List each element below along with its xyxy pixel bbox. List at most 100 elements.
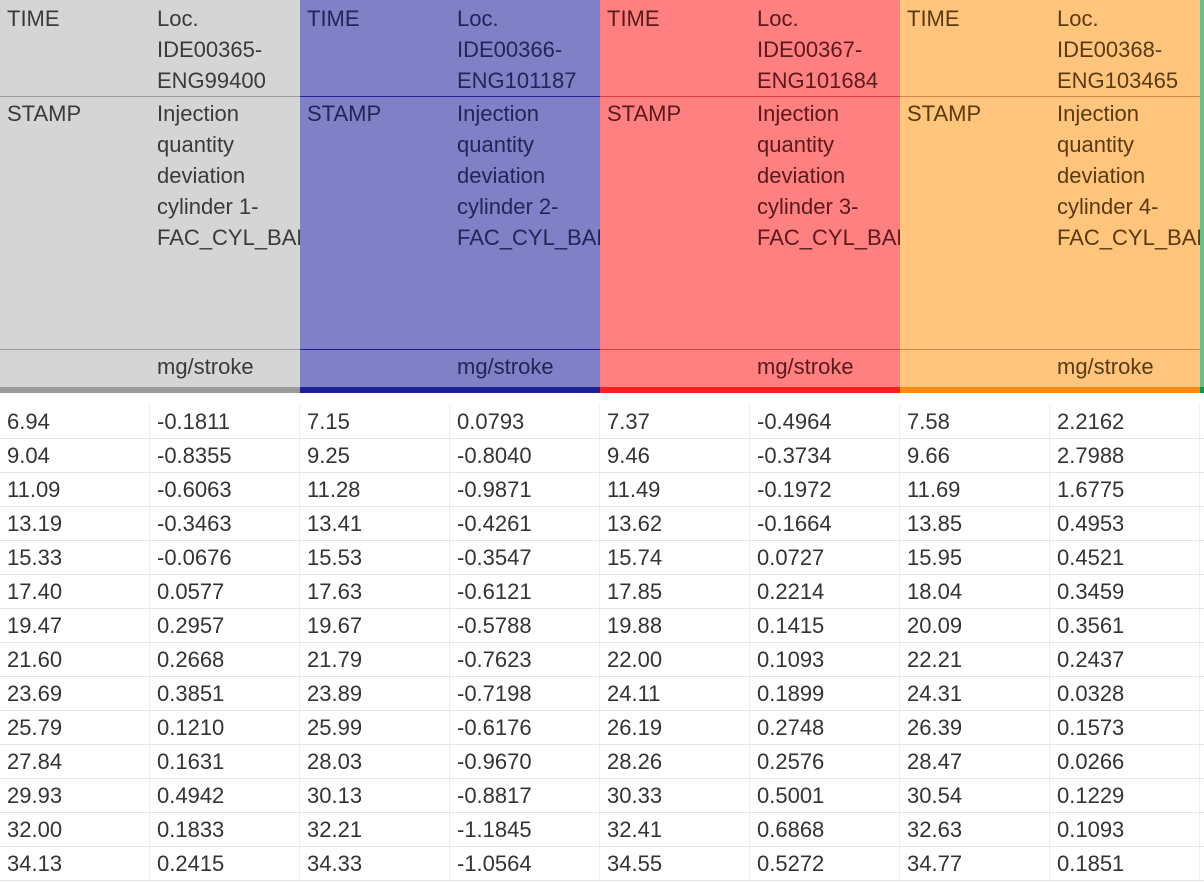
time-stamp-cell[interactable]: 20.09 xyxy=(900,609,1050,642)
time-stamp-cell[interactable]: 21.79 xyxy=(300,643,450,676)
deviation-value-cell[interactable]: -0.8040 xyxy=(450,439,600,472)
time-stamp-cell[interactable]: 19.67 xyxy=(300,609,450,642)
deviation-value-cell[interactable]: -1.0564 xyxy=(450,847,600,880)
time-stamp-cell[interactable]: 15.74 xyxy=(600,541,750,574)
header-value-column[interactable]: Loc. IDE00368- ENG103465 Injection quant… xyxy=(1050,0,1200,393)
deviation-value-cell[interactable]: 0.1899 xyxy=(750,677,900,710)
time-stamp-cell[interactable]: 9.46 xyxy=(600,439,750,472)
time-stamp-cell[interactable]: 9.25 xyxy=(300,439,450,472)
time-stamp-cell[interactable]: 26.39 xyxy=(900,711,1050,744)
deviation-value-cell[interactable]: 0.2576 xyxy=(750,745,900,778)
deviation-value-cell[interactable]: -0.7623 xyxy=(450,643,600,676)
time-stamp-cell[interactable]: 13.62 xyxy=(600,507,750,540)
time-stamp-cell[interactable]: 19.47 xyxy=(0,609,150,642)
deviation-value-cell[interactable]: -0.6121 xyxy=(450,575,600,608)
time-stamp-cell[interactable]: 22.21 xyxy=(900,643,1050,676)
time-stamp-cell[interactable]: 7.58 xyxy=(900,405,1050,438)
header-time-column[interactable]: TIME STAMP xyxy=(600,0,750,393)
time-stamp-cell[interactable]: 32.21 xyxy=(300,813,450,846)
deviation-value-cell[interactable]: 0.1415 xyxy=(750,609,900,642)
deviation-value-cell[interactable]: 0.1631 xyxy=(150,745,300,778)
header-time-column[interactable]: TIME STAMP xyxy=(300,0,450,393)
deviation-value-cell[interactable]: 0.0577 xyxy=(150,575,300,608)
time-stamp-cell[interactable]: 32.41 xyxy=(600,813,750,846)
header-time-column[interactable]: TIME STAMP xyxy=(0,0,150,393)
time-stamp-cell[interactable]: 13.41 xyxy=(300,507,450,540)
time-stamp-cell[interactable]: 18.04 xyxy=(900,575,1050,608)
deviation-value-cell[interactable]: 0.3459 xyxy=(1050,575,1200,608)
deviation-value-cell[interactable]: 0.1210 xyxy=(150,711,300,744)
time-stamp-cell[interactable]: 28.47 xyxy=(900,745,1050,778)
time-stamp-cell[interactable]: 34.33 xyxy=(300,847,450,880)
time-stamp-cell[interactable]: 11.49 xyxy=(600,473,750,506)
header-value-column[interactable]: Loc. IDE00365- ENG99400 Injection quanti… xyxy=(150,0,300,393)
deviation-value-cell[interactable]: -0.4964 xyxy=(750,405,900,438)
deviation-value-cell[interactable]: -0.8355 xyxy=(150,439,300,472)
time-stamp-cell[interactable]: 34.13 xyxy=(0,847,150,880)
deviation-value-cell[interactable]: -0.1972 xyxy=(750,473,900,506)
time-stamp-cell[interactable]: 23.69 xyxy=(0,677,150,710)
deviation-value-cell[interactable]: 2.7988 xyxy=(1050,439,1200,472)
time-stamp-cell[interactable]: 7.37 xyxy=(600,405,750,438)
time-stamp-cell[interactable]: 19.88 xyxy=(600,609,750,642)
deviation-value-cell[interactable]: 0.1851 xyxy=(1050,847,1200,880)
time-stamp-cell[interactable]: 29.93 xyxy=(0,779,150,812)
time-stamp-cell[interactable]: 26.19 xyxy=(600,711,750,744)
time-stamp-cell[interactable]: 21.60 xyxy=(0,643,150,676)
deviation-value-cell[interactable]: -0.0676 xyxy=(150,541,300,574)
time-stamp-cell[interactable]: 32.63 xyxy=(900,813,1050,846)
time-stamp-cell[interactable]: 28.26 xyxy=(600,745,750,778)
deviation-value-cell[interactable]: 0.6868 xyxy=(750,813,900,846)
deviation-value-cell[interactable]: 0.0328 xyxy=(1050,677,1200,710)
header-time-column[interactable]: TIME STAMP xyxy=(900,0,1050,393)
deviation-value-cell[interactable]: 0.1573 xyxy=(1050,711,1200,744)
time-stamp-cell[interactable]: 24.11 xyxy=(600,677,750,710)
deviation-value-cell[interactable]: -0.8817 xyxy=(450,779,600,812)
deviation-value-cell[interactable]: 0.3851 xyxy=(150,677,300,710)
time-stamp-cell[interactable]: 30.54 xyxy=(900,779,1050,812)
deviation-value-cell[interactable]: -0.1811 xyxy=(150,405,300,438)
time-stamp-cell[interactable]: 25.99 xyxy=(300,711,450,744)
time-stamp-cell[interactable]: 34.77 xyxy=(900,847,1050,880)
time-stamp-cell[interactable]: 15.33 xyxy=(0,541,150,574)
time-stamp-cell[interactable]: 7.15 xyxy=(300,405,450,438)
time-stamp-cell[interactable]: 28.03 xyxy=(300,745,450,778)
time-stamp-cell[interactable]: 25.79 xyxy=(0,711,150,744)
time-stamp-cell[interactable]: 23.89 xyxy=(300,677,450,710)
header-value-column[interactable]: Loc. IDE00367- ENG101684 Injection quant… xyxy=(750,0,900,393)
deviation-value-cell[interactable]: -0.3463 xyxy=(150,507,300,540)
time-stamp-cell[interactable]: 9.66 xyxy=(900,439,1050,472)
time-stamp-cell[interactable]: 13.85 xyxy=(900,507,1050,540)
deviation-value-cell[interactable]: -0.9670 xyxy=(450,745,600,778)
deviation-value-cell[interactable]: -0.4261 xyxy=(450,507,600,540)
time-stamp-cell[interactable]: 34.55 xyxy=(600,847,750,880)
deviation-value-cell[interactable]: 0.1833 xyxy=(150,813,300,846)
deviation-value-cell[interactable]: 1.6775 xyxy=(1050,473,1200,506)
deviation-value-cell[interactable]: -0.5788 xyxy=(450,609,600,642)
deviation-value-cell[interactable]: 2.2162 xyxy=(1050,405,1200,438)
deviation-value-cell[interactable]: 0.5272 xyxy=(750,847,900,880)
time-stamp-cell[interactable]: 11.09 xyxy=(0,473,150,506)
time-stamp-cell[interactable]: 17.85 xyxy=(600,575,750,608)
deviation-value-cell[interactable]: 0.1093 xyxy=(1050,813,1200,846)
deviation-value-cell[interactable]: -0.7198 xyxy=(450,677,600,710)
deviation-value-cell[interactable]: 0.2957 xyxy=(150,609,300,642)
time-stamp-cell[interactable]: 30.13 xyxy=(300,779,450,812)
deviation-value-cell[interactable]: 0.0793 xyxy=(450,405,600,438)
deviation-value-cell[interactable]: -0.6176 xyxy=(450,711,600,744)
time-stamp-cell[interactable]: 32.00 xyxy=(0,813,150,846)
time-stamp-cell[interactable]: 15.95 xyxy=(900,541,1050,574)
deviation-value-cell[interactable]: 0.2668 xyxy=(150,643,300,676)
time-stamp-cell[interactable]: 11.28 xyxy=(300,473,450,506)
deviation-value-cell[interactable]: 0.2415 xyxy=(150,847,300,880)
deviation-value-cell[interactable]: -0.3547 xyxy=(450,541,600,574)
deviation-value-cell[interactable]: -0.9871 xyxy=(450,473,600,506)
deviation-value-cell[interactable]: -1.1845 xyxy=(450,813,600,846)
time-stamp-cell[interactable]: 6.94 xyxy=(0,405,150,438)
time-stamp-cell[interactable]: 13.19 xyxy=(0,507,150,540)
deviation-value-cell[interactable]: 0.2214 xyxy=(750,575,900,608)
time-stamp-cell[interactable]: 11.69 xyxy=(900,473,1050,506)
deviation-value-cell[interactable]: 0.1229 xyxy=(1050,779,1200,812)
deviation-value-cell[interactable]: -0.1664 xyxy=(750,507,900,540)
deviation-value-cell[interactable]: 0.4521 xyxy=(1050,541,1200,574)
